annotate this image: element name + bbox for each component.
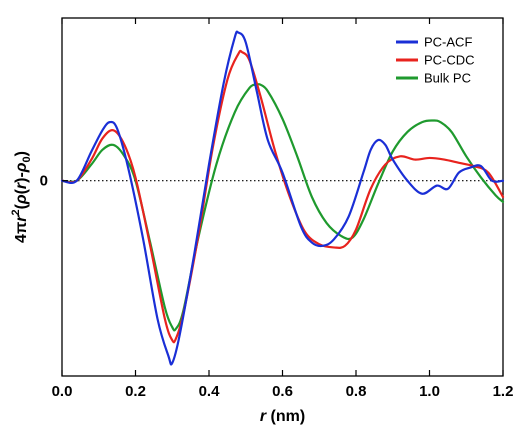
series-line-pc-acf [60,30,505,366]
series-line-pc-cdc [60,49,505,344]
series-line-bulk-pc [60,82,505,332]
x-tick-label: 0.6 [272,383,293,400]
x-axis-label-unit: (nm) [266,408,305,425]
y-tick-label: 0 [40,173,48,190]
legend: PC-ACF PC-CDC Bulk PC [396,35,475,86]
y-axis-label: 4πr2(ρ(r)-ρ0) [10,151,33,243]
legend-label: Bulk PC [424,71,471,86]
x-axis-label: r (nm) [260,408,305,425]
x-axis: 0.0 0.2 0.4 0.6 0.8 1.0 1.2 [52,18,514,400]
y-axis: 0 [40,173,68,190]
x-tick-label: 0.2 [125,383,146,400]
x-tick-label: 1.2 [493,383,514,400]
x-tick-label: 0.4 [199,383,221,400]
x-tick-label: 1.0 [419,383,440,400]
legend-label: PC-CDC [424,53,475,68]
series-layer [60,30,505,366]
x-tick-label: 0.0 [52,383,73,400]
x-axis-label-var: r [260,408,267,425]
legend-label: PC-ACF [424,35,472,50]
x-tick-label: 0.8 [346,383,367,400]
